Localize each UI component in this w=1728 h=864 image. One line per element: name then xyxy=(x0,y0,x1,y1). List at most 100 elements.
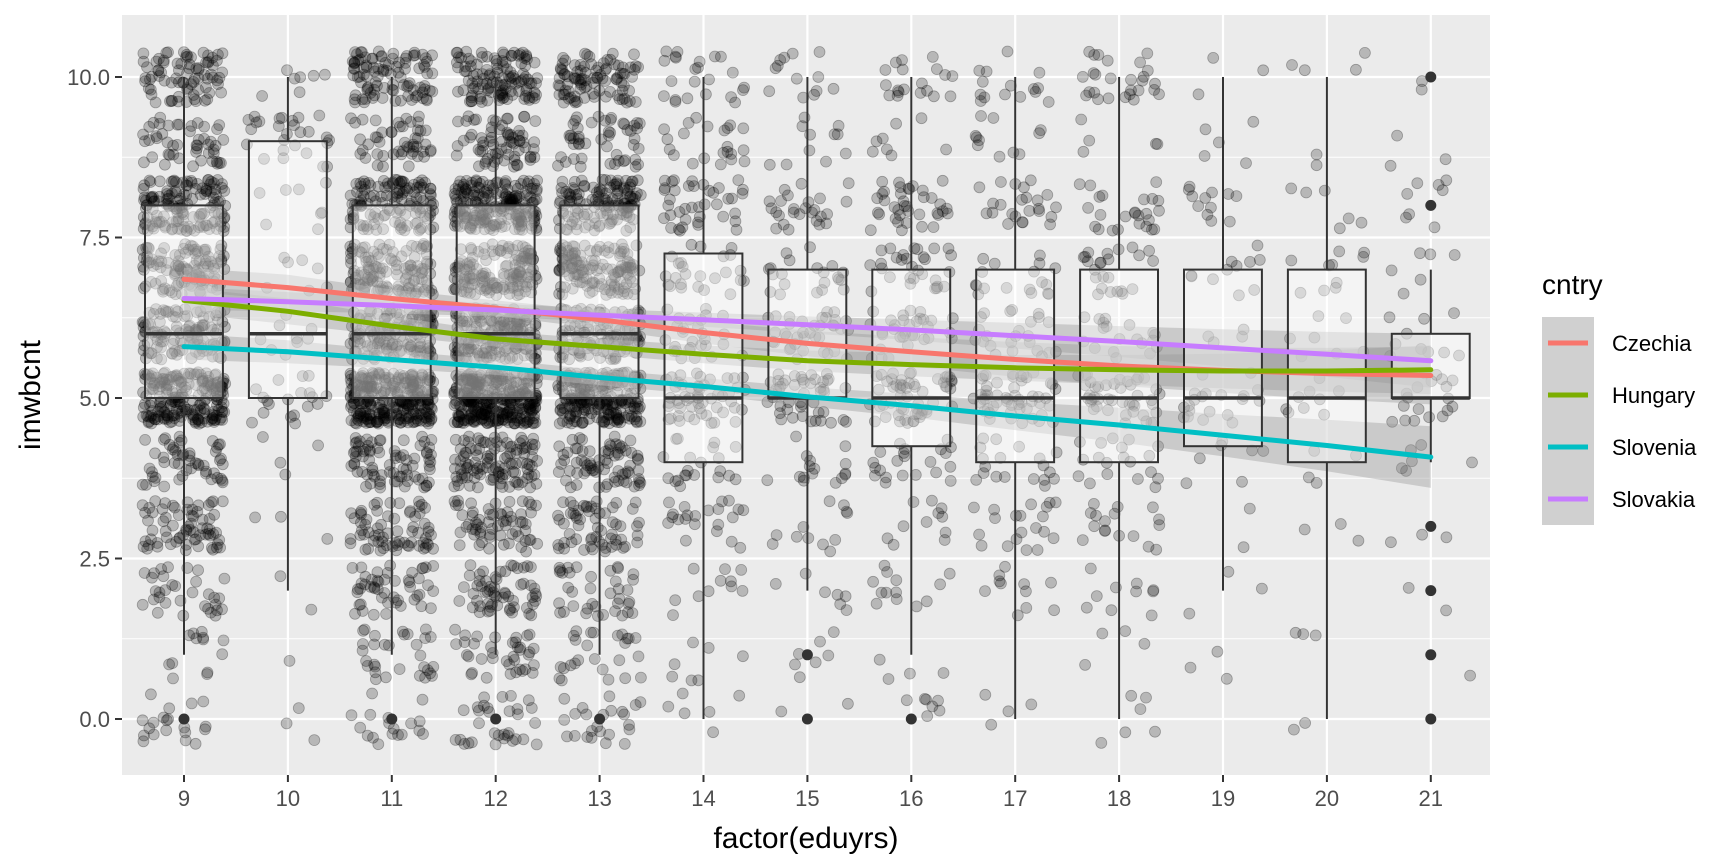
jitter-point xyxy=(190,575,203,588)
jitter-point xyxy=(761,474,774,487)
jitter-point xyxy=(839,440,852,453)
jitter-point xyxy=(354,721,367,734)
jitter-point xyxy=(274,570,287,583)
jitter-point xyxy=(359,543,372,556)
jitter-point xyxy=(274,510,287,523)
jitter-point xyxy=(203,310,216,323)
jitter-point xyxy=(150,303,162,316)
jitter-point xyxy=(185,120,198,132)
jitter-point xyxy=(669,594,682,607)
jitter-point xyxy=(345,112,357,125)
jitter-point xyxy=(140,409,153,422)
jitter-point xyxy=(192,564,205,577)
jitter-point xyxy=(345,709,358,722)
jitter-point xyxy=(769,578,782,590)
jitter-point xyxy=(463,95,476,108)
jitter-point xyxy=(139,75,152,88)
jitter-point xyxy=(395,470,408,483)
jitter-point xyxy=(427,560,440,572)
jitter-point xyxy=(478,691,491,704)
jitter-point xyxy=(182,403,194,416)
jitter-point xyxy=(393,663,406,675)
jitter-point xyxy=(604,440,617,452)
jitter-point xyxy=(203,87,216,99)
jitter-point xyxy=(737,504,750,517)
jitter-point xyxy=(136,598,149,611)
jitter-point xyxy=(819,586,831,599)
jitter-point xyxy=(378,573,391,586)
jitter-point xyxy=(362,138,375,151)
jitter-point xyxy=(476,536,488,549)
jitter-point xyxy=(365,400,378,413)
jitter-point xyxy=(790,430,802,443)
jitter-point xyxy=(688,75,701,88)
jitter-point xyxy=(159,497,172,510)
jitter-point xyxy=(521,177,534,190)
jitter-point xyxy=(185,174,198,187)
jitter-point xyxy=(418,435,431,448)
jitter-point xyxy=(158,158,171,171)
jitter-point xyxy=(162,410,175,423)
jitter-point xyxy=(585,731,598,744)
jitter-point xyxy=(570,479,583,491)
jitter-point xyxy=(688,180,700,193)
jitter-point xyxy=(569,59,581,71)
jitter-point xyxy=(790,72,803,85)
jitter-point xyxy=(189,416,202,429)
jitter-point xyxy=(814,635,826,648)
jitter-point xyxy=(360,410,373,423)
jitter-point xyxy=(666,670,679,683)
jitter-point xyxy=(149,447,161,460)
jitter-point xyxy=(206,412,219,424)
jitter-point xyxy=(468,637,481,650)
jitter-point xyxy=(475,96,488,108)
jitter-point xyxy=(364,708,377,721)
jitter-point xyxy=(153,390,166,403)
jitter-point xyxy=(198,319,210,332)
jitter-point xyxy=(627,573,639,586)
jitter-point xyxy=(406,566,419,579)
jitter-point xyxy=(558,454,571,467)
jitter-point xyxy=(763,195,776,208)
jitter-point xyxy=(216,476,229,489)
jitter-point xyxy=(572,654,585,667)
jitter-point xyxy=(209,609,222,622)
jitter-point xyxy=(159,282,171,295)
jitter-point xyxy=(506,528,519,540)
jitter-point xyxy=(172,64,185,77)
jitter-point xyxy=(571,111,583,124)
jitter-point xyxy=(157,285,170,298)
jitter-point xyxy=(374,434,387,447)
jitter-point xyxy=(206,155,219,168)
jitter-point xyxy=(144,688,157,701)
jitter-point xyxy=(423,463,436,476)
jitter-point xyxy=(214,541,227,554)
jitter-point xyxy=(726,66,739,79)
jitter-point xyxy=(308,734,321,746)
jitter-point xyxy=(167,148,180,161)
jitter-point xyxy=(356,93,369,106)
jitter-point xyxy=(712,503,725,516)
jitter-point xyxy=(199,243,212,256)
jitter-point xyxy=(603,129,615,142)
jitter-point xyxy=(583,412,595,425)
jitter-point xyxy=(588,653,601,665)
jitter-point xyxy=(629,496,642,509)
jitter-point xyxy=(452,85,464,98)
jitter-point xyxy=(401,140,414,153)
jitter-point xyxy=(474,145,487,158)
jitter-point xyxy=(491,176,504,189)
jitter-point xyxy=(471,701,484,714)
jitter-point xyxy=(422,525,435,538)
jitter-point xyxy=(161,409,174,422)
jitter-point xyxy=(176,404,189,417)
jitter-point xyxy=(554,606,566,619)
jitter-point xyxy=(553,440,566,453)
jitter-point xyxy=(530,738,543,751)
jitter-point xyxy=(218,406,231,419)
jitter-point xyxy=(707,726,719,739)
jitter-point xyxy=(658,123,670,136)
jitter-point xyxy=(175,376,188,389)
jitter-point xyxy=(490,436,503,449)
jitter-point xyxy=(840,195,853,208)
